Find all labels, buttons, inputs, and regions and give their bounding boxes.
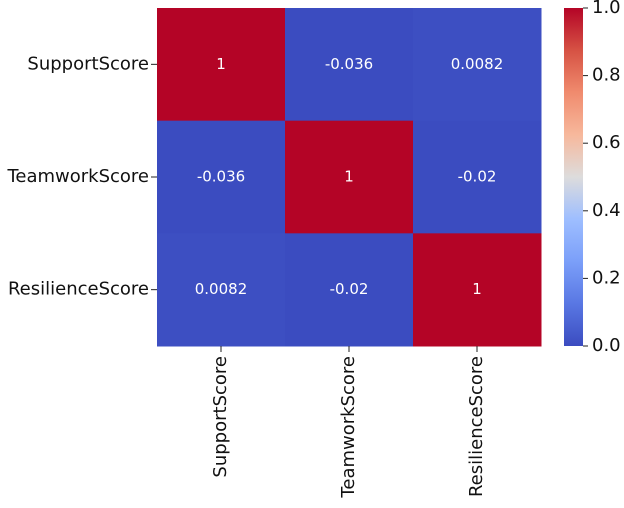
x-tick-label: SupportScore — [210, 356, 231, 478]
colorbar-tick-label: 0.0 — [592, 335, 621, 356]
heatmap-cell — [413, 8, 542, 122]
heatmap-cell — [157, 8, 286, 122]
colorbar-tick-label: 1.0 — [592, 0, 621, 18]
heatmap-cell — [285, 8, 414, 122]
cell-label: 0.0082 — [195, 280, 248, 298]
colorbar-tick-label: 0.8 — [592, 65, 621, 86]
cell-label: 1 — [344, 168, 354, 186]
colorbar-tick-label: 0.4 — [592, 200, 621, 221]
cell-label: 1 — [472, 280, 482, 298]
cell-label: 0.0082 — [451, 55, 504, 73]
heatmap-cell — [413, 233, 542, 347]
x-tick-label: TeamworkScore — [338, 356, 359, 499]
heatmap-cell — [157, 233, 286, 347]
y-tick-label: TeamworkScore — [6, 166, 149, 187]
heatmap-cell — [413, 120, 542, 234]
heatmap-cell — [285, 233, 414, 347]
y-tick-label: SupportScore — [27, 53, 149, 74]
x-tick-label: ResilienceScore — [466, 356, 487, 497]
colorbar — [564, 8, 583, 346]
cell-label: 1 — [216, 55, 226, 73]
heatmap-cell — [285, 120, 414, 234]
cell-label: -0.036 — [197, 168, 245, 186]
heatmap-cell — [157, 120, 286, 234]
y-tick-label: ResilienceScore — [8, 279, 149, 300]
cell-label: -0.02 — [330, 280, 369, 298]
colorbar-tick-label: 0.6 — [592, 132, 621, 153]
colorbar-tick-label: 0.2 — [592, 267, 621, 288]
cell-label: -0.036 — [325, 55, 373, 73]
cell-label: -0.02 — [458, 168, 497, 186]
